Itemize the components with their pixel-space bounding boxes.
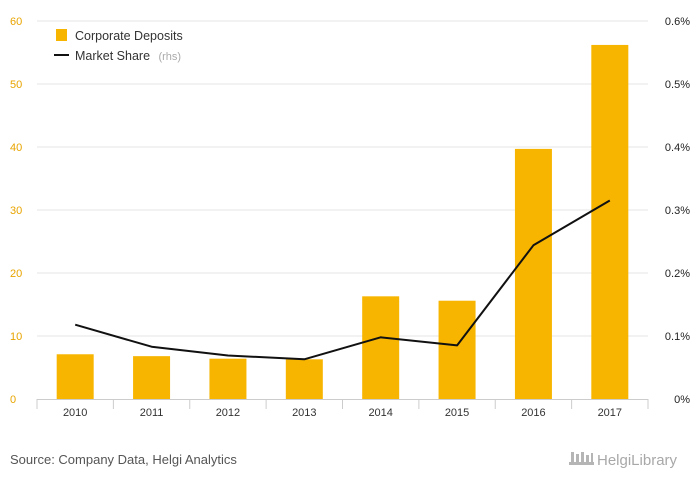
y-left-tick-label: 0	[10, 394, 16, 406]
bar-2012	[209, 358, 247, 399]
x-tick-label: 2013	[292, 407, 316, 419]
line-market-share	[74, 199, 611, 361]
bar-2016	[514, 148, 552, 399]
x-tick-label: 2012	[216, 407, 240, 419]
y-left-tick-label: 10	[10, 331, 22, 343]
y-right-tick-label: 0.6%	[665, 16, 690, 28]
x-tick-label: 2014	[368, 407, 392, 419]
x-tick-label: 2015	[445, 407, 469, 419]
y-left-tick-label: 50	[10, 79, 22, 91]
legend-entry-market-share: Market Share (rhs)	[75, 47, 181, 64]
library-icon	[569, 452, 594, 465]
y-right-tick-label: 0%	[674, 394, 690, 406]
market-share-line	[74, 199, 611, 361]
legend-suffix-rhs: (rhs)	[158, 51, 181, 63]
source-note: Source: Company Data, Helgi Analytics	[10, 452, 237, 467]
y-left-tick-label: 40	[10, 142, 22, 154]
y-left-tick-label: 60	[10, 16, 22, 28]
axes: 0 0% 10 0.1% 20 0.2% 30 0.3% 40 0.4% 50 0.5% 60 0.6% 2…	[10, 16, 690, 419]
y-right-tick-label: 0.2%	[665, 268, 690, 280]
bars-corporate-deposits	[56, 44, 629, 399]
legend: Corporate Deposits Market Share (rhs)	[54, 29, 183, 64]
y-right-tick-label: 0.1%	[665, 331, 690, 343]
y-right-tick-label: 0.5%	[665, 79, 690, 91]
legend-swatch-corporate-deposits	[56, 29, 67, 41]
y-right-tick-label: 0.3%	[665, 205, 690, 217]
legend-label-market-share: Market Share	[75, 49, 150, 63]
y-left-tick-label: 30	[10, 205, 22, 217]
x-tick-label: 2017	[598, 407, 622, 419]
y-right-tick-label: 0.4%	[665, 142, 690, 154]
helgilibrary-logo: HelgiLibrary	[569, 452, 678, 469]
bar-2011	[133, 356, 171, 399]
bar-2010	[56, 354, 94, 399]
bar-2015	[438, 300, 476, 399]
x-tick-label: 2016	[521, 407, 545, 419]
bar-2013	[285, 359, 323, 399]
x-tick-label: 2010	[63, 407, 87, 419]
bar-2014	[362, 296, 400, 399]
bar-2017	[591, 44, 629, 399]
brand-name: HelgiLibrary	[597, 452, 678, 469]
x-tick-label: 2011	[140, 407, 164, 419]
legend-label-corporate-deposits: Corporate Deposits	[75, 29, 183, 43]
y-left-tick-label: 20	[10, 268, 22, 280]
gridlines	[37, 20, 648, 337]
